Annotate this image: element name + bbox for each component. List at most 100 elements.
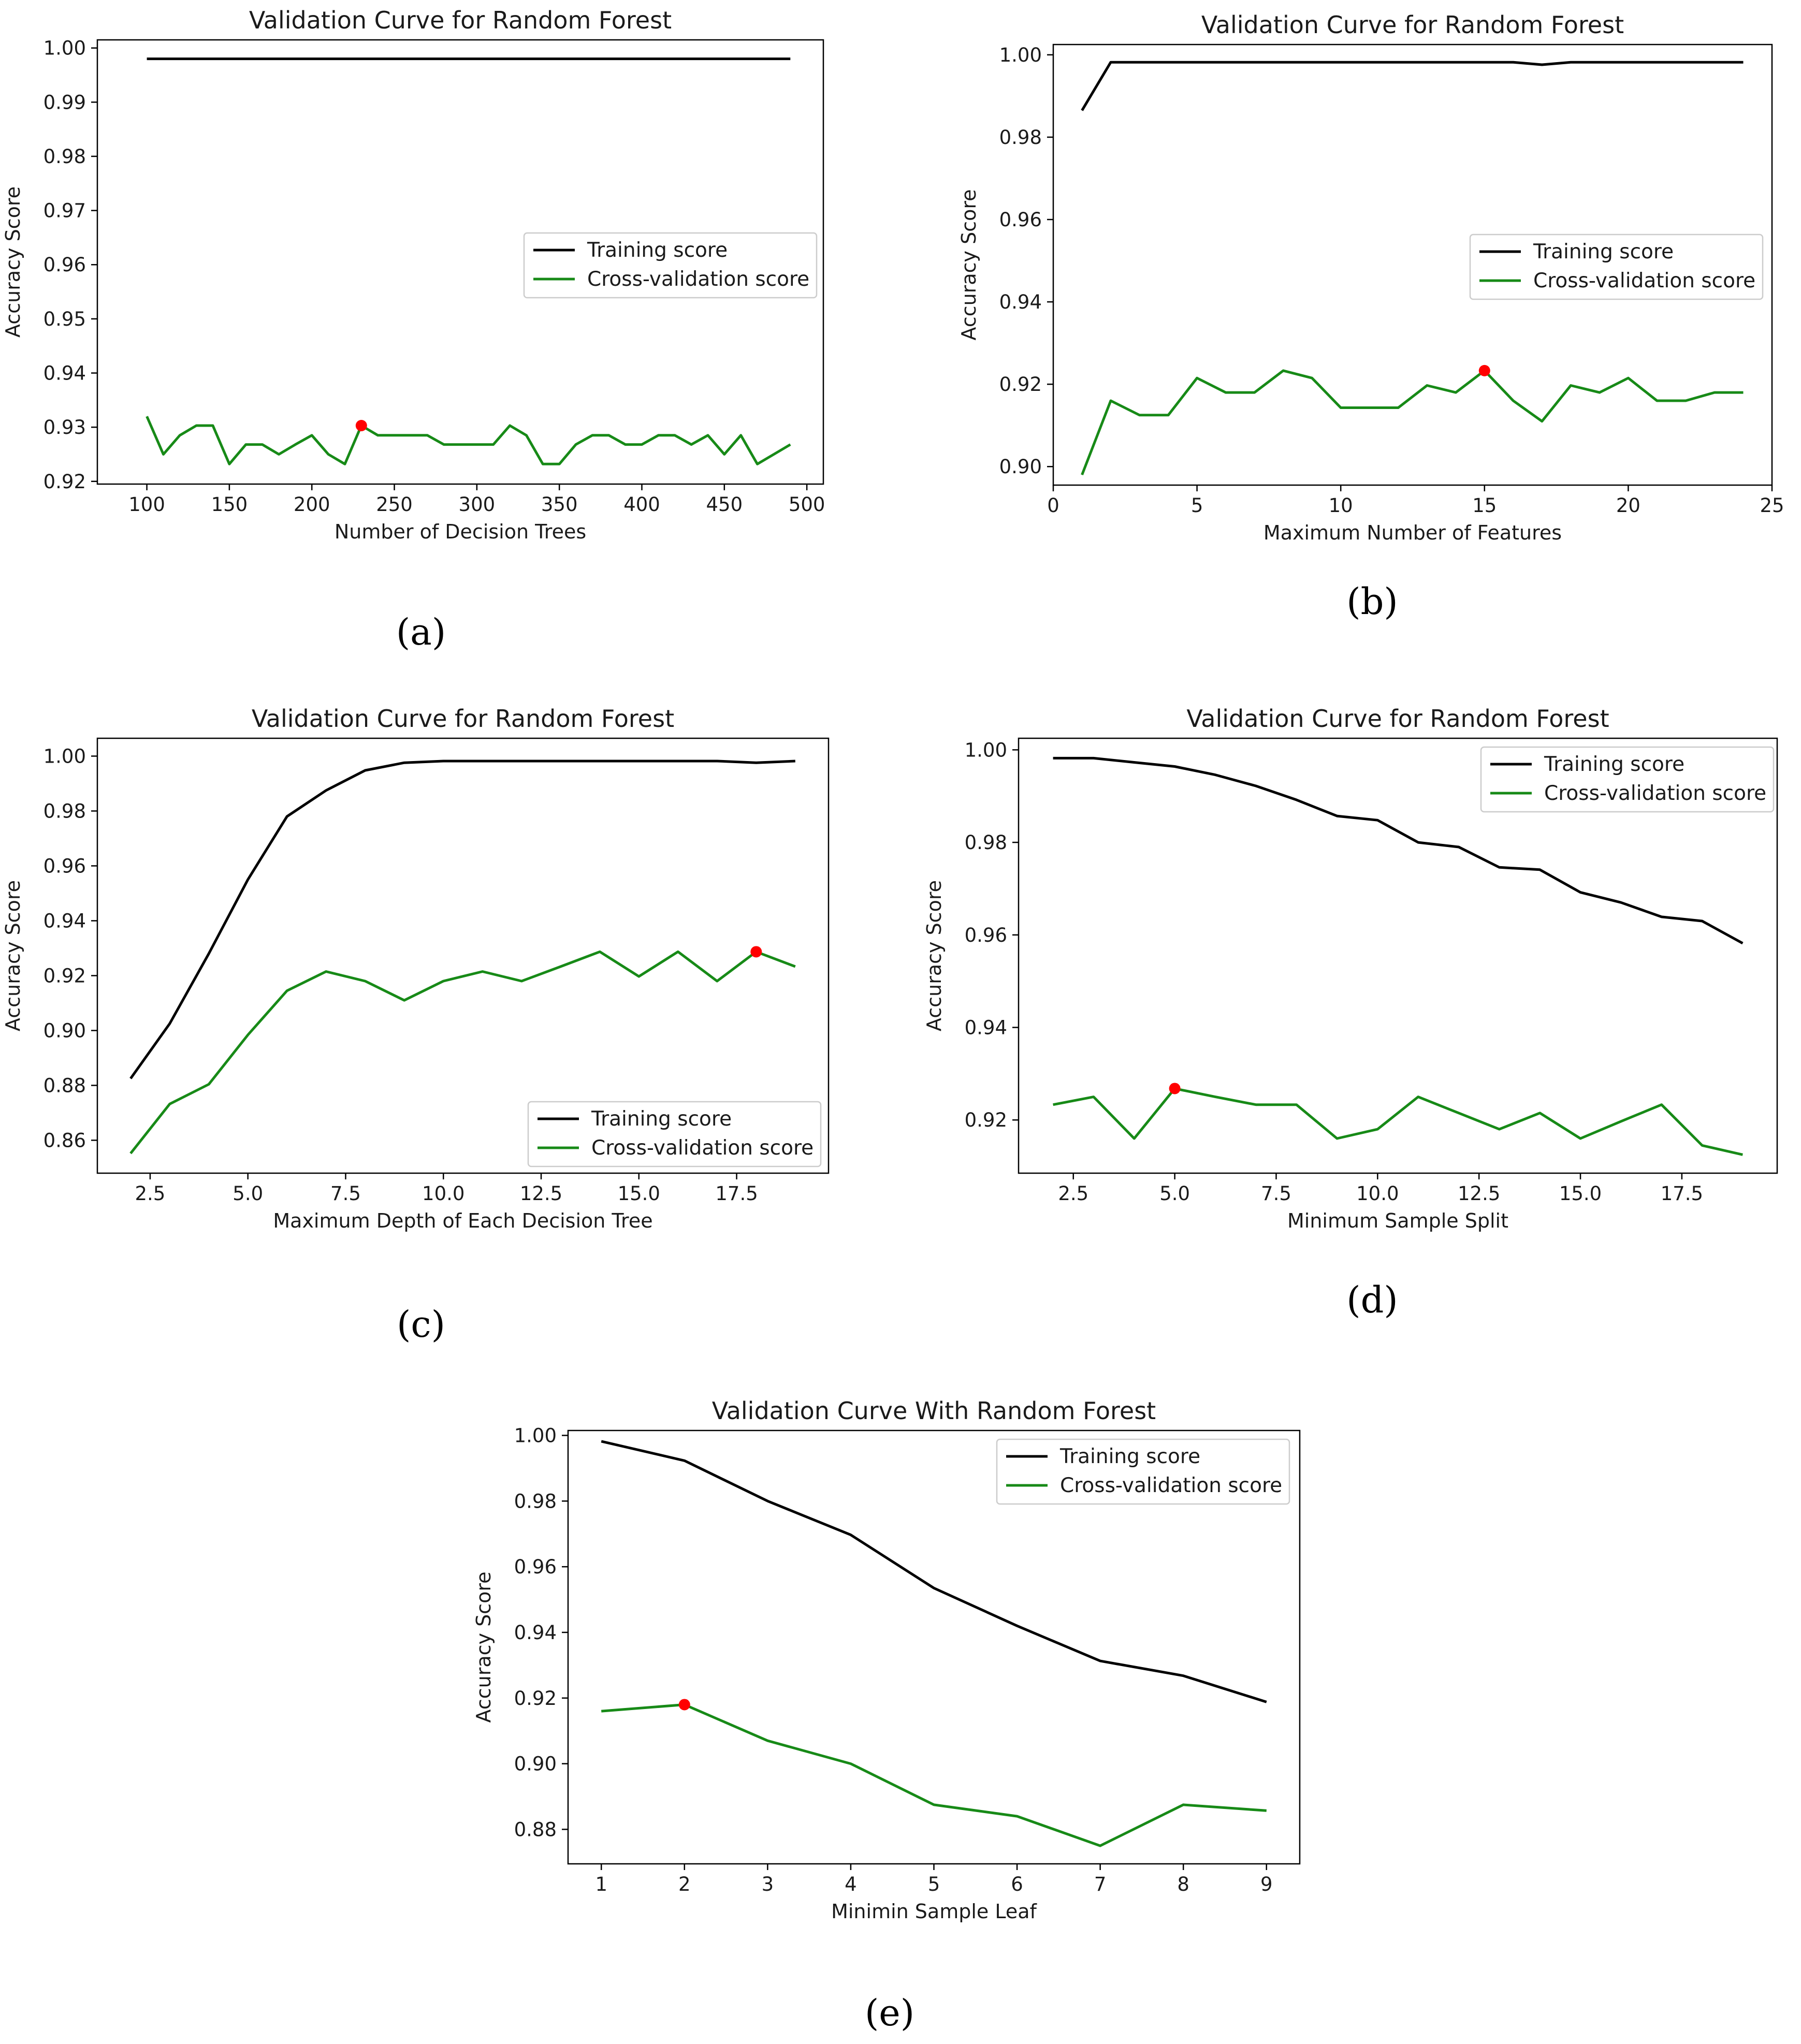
y-tick-label: 1.00 xyxy=(514,1425,557,1447)
training-score-line xyxy=(601,1440,1267,1703)
y-tick-label: 1.00 xyxy=(43,37,86,60)
x-tick-label: 350 xyxy=(541,493,578,516)
x-axis-label: Number of Decision Trees xyxy=(335,520,586,543)
y-axis-label: Accuracy Score xyxy=(2,880,24,1031)
x-tick-label: 17.5 xyxy=(715,1182,758,1205)
x-tick-label: 25 xyxy=(1760,494,1784,517)
chart-panel-d: Validation Curve for Random Forest 2.5 5.0… xyxy=(923,705,1778,1321)
plot-frame xyxy=(96,39,824,485)
y-tick-label: 0.92 xyxy=(43,471,86,493)
plot-frame xyxy=(1018,737,1778,1174)
y-axis-label: Accuracy Score xyxy=(923,880,946,1031)
x-tick-label: 200 xyxy=(294,493,330,516)
panel-caption: (a) xyxy=(396,611,446,653)
x-axis-label: Minimin Sample Leaf xyxy=(831,1900,1037,1923)
y-tick-label: 0.96 xyxy=(999,209,1042,231)
y-tick-label: 0.92 xyxy=(43,965,86,987)
chart-title: Validation Curve for Random Forest xyxy=(252,705,674,733)
y-axis-label: Accuracy Score xyxy=(2,186,24,338)
legend-box xyxy=(527,1101,822,1167)
y-tick-label: 0.94 xyxy=(965,1017,1007,1039)
x-tick-label: 7.5 xyxy=(330,1182,361,1205)
chart-panel-b: Validation Curve for Random Forest 0 5 10 15… xyxy=(957,11,1784,623)
x-tick-label: 3 xyxy=(762,1873,774,1895)
panel-caption: (e) xyxy=(865,1992,914,2034)
y-axis-label: Accuracy Score xyxy=(957,189,980,341)
legend-label: Cross-validation score xyxy=(587,268,809,291)
x-tick-label: 5.0 xyxy=(233,1182,263,1205)
y-tick-label: 0.95 xyxy=(43,308,86,330)
cross-validation-score-line xyxy=(601,1703,1267,1847)
y-tick-label: 0.92 xyxy=(514,1687,557,1710)
x-tick-label: 7.5 xyxy=(1261,1182,1291,1205)
legend-label: Training score xyxy=(587,239,728,262)
x-tick-label: 20 xyxy=(1616,494,1640,517)
x-tick-label: 5 xyxy=(928,1873,940,1895)
y-tick-label: 0.97 xyxy=(43,200,86,222)
x-tick-label: 12.5 xyxy=(520,1182,562,1205)
y-tick-label: 0.96 xyxy=(43,254,86,276)
y-tick-label: 0.94 xyxy=(43,910,86,932)
x-tick-label: 6 xyxy=(1011,1873,1023,1895)
chart-title: Validation Curve for Random Forest xyxy=(249,6,672,34)
panel-caption: (d) xyxy=(1346,1279,1398,1321)
x-tick-label: 5.0 xyxy=(1159,1182,1190,1205)
y-axis-label: Accuracy Score xyxy=(472,1572,495,1723)
x-tick-label: 10 xyxy=(1329,494,1353,517)
legend-box xyxy=(1480,746,1775,813)
plot-frame xyxy=(96,737,830,1174)
y-tick-label: 0.90 xyxy=(43,1019,86,1042)
x-tick-label: 4 xyxy=(845,1873,857,1895)
legend-label: Cross-validation score xyxy=(1533,269,1755,293)
x-tick-label: 2.5 xyxy=(135,1182,166,1205)
x-tick-label: 450 xyxy=(706,493,743,516)
y-tick-label: 0.96 xyxy=(965,924,1007,946)
x-tick-label: 300 xyxy=(459,493,496,516)
legend-label: Training score xyxy=(1059,1445,1200,1468)
legend-box xyxy=(996,1438,1290,1505)
x-tick-label: 9 xyxy=(1260,1873,1273,1895)
y-tick-label: 0.98 xyxy=(514,1490,557,1512)
x-tick-label: 15.0 xyxy=(1559,1182,1602,1205)
x-tick-label: 10.0 xyxy=(1356,1182,1399,1205)
cross-validation-score-line xyxy=(129,950,796,1155)
x-tick-label: 100 xyxy=(128,493,165,516)
y-tick-label: 0.94 xyxy=(999,291,1042,313)
x-tick-label: 1 xyxy=(595,1873,607,1895)
legend-label: Cross-validation score xyxy=(591,1136,814,1160)
x-tick-label: 15.0 xyxy=(618,1182,660,1205)
y-tick-label: 0.90 xyxy=(514,1753,557,1775)
cross-validation-score-line xyxy=(1053,1087,1743,1156)
x-axis-label: Minimum Sample Split xyxy=(1287,1209,1508,1232)
x-tick-label: 400 xyxy=(623,493,660,516)
x-axis-label: Maximum Depth of Each Decision Tree xyxy=(273,1209,652,1232)
legend-label: Training score xyxy=(1544,753,1684,776)
y-tick-label: 1.00 xyxy=(43,745,86,767)
chart-title: Validation Curve for Random Forest xyxy=(1186,705,1609,733)
x-tick-label: 500 xyxy=(789,493,825,516)
y-tick-label: 0.90 xyxy=(999,456,1042,478)
best-score-marker xyxy=(1478,364,1490,376)
best-score-marker xyxy=(355,419,367,431)
chart-panel-c: Validation Curve for Random Forest 2.5 5.0… xyxy=(2,705,830,1346)
chart-title: Validation Curve With Random Forest xyxy=(712,1397,1156,1425)
training-score-line xyxy=(1081,61,1744,111)
y-tick-label: 0.92 xyxy=(999,373,1042,396)
x-tick-label: 17.5 xyxy=(1661,1182,1703,1205)
y-tick-label: 0.88 xyxy=(514,1818,557,1841)
chart-panel-a: Validation Curve for Random Forest 100 150… xyxy=(2,6,825,653)
x-axis-label: Maximum Number of Features xyxy=(1263,521,1562,544)
legend-label: Cross-validation score xyxy=(1544,782,1766,805)
y-tick-label: 1.00 xyxy=(999,44,1042,66)
y-tick-label: 0.93 xyxy=(43,416,86,439)
y-tick-label: 0.98 xyxy=(43,145,86,168)
x-tick-label: 0 xyxy=(1047,494,1059,517)
plot-frame xyxy=(1052,43,1773,486)
x-tick-label: 15 xyxy=(1472,494,1497,517)
legend-box xyxy=(1469,233,1764,300)
y-tick-label: 0.88 xyxy=(43,1074,86,1097)
training-score-line xyxy=(1053,756,1744,945)
legend-box xyxy=(523,232,818,299)
cross-validation-score-line xyxy=(146,416,791,465)
